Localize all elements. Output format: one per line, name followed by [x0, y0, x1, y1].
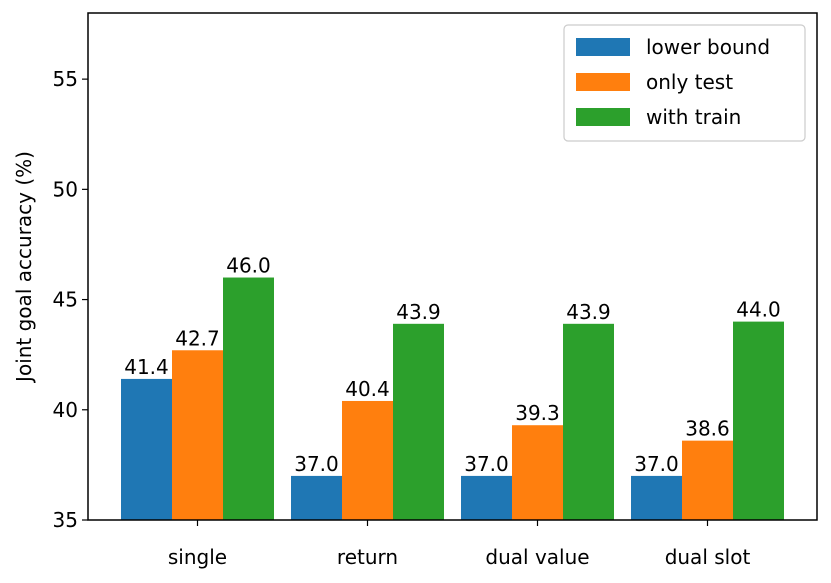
y-tick-label: 35: [53, 508, 78, 532]
x-tick-label: dual slot: [665, 545, 751, 569]
legend-swatch-with-train: [576, 108, 630, 126]
y-axis-label: Joint goal accuracy (%): [12, 151, 36, 384]
data-label-lower-bound-single: 41.4: [124, 355, 169, 379]
y-tick-label: 40: [53, 398, 78, 422]
x-axis: single return dual value dual slot: [168, 520, 751, 569]
bar-with-train-single: [223, 277, 274, 520]
legend-swatch-only-test: [576, 73, 630, 91]
data-label-lower-bound-dual-value: 37.0: [464, 452, 509, 476]
y-tick-label: 45: [53, 288, 78, 312]
legend-swatch-lower-bound: [576, 38, 630, 56]
data-label-only-test-dual-value: 39.3: [515, 401, 560, 425]
data-label-with-train-return: 43.9: [396, 300, 441, 324]
data-label-with-train-single: 46.0: [226, 254, 271, 278]
bar-only-test-dual-value: [512, 425, 563, 520]
bar-only-test-return: [342, 400, 393, 520]
data-label-with-train-dual-slot: 44.0: [736, 298, 781, 322]
data-label-only-test-dual-slot: 38.6: [685, 417, 730, 441]
legend: lower bound only test with train: [563, 24, 806, 142]
x-tick-label: dual value: [485, 545, 589, 569]
data-label-lower-bound-return: 37.0: [294, 452, 339, 476]
bar-with-train-dual-value: [563, 323, 614, 520]
bar-lower-bound-single: [121, 378, 172, 520]
y-tick-label: 50: [53, 177, 78, 201]
legend-label-lower-bound: lower bound: [646, 35, 770, 59]
legend-label-only-test: only test: [646, 70, 733, 94]
bar-with-train-dual-slot: [733, 321, 784, 520]
legend-label-with-train: with train: [646, 105, 741, 129]
bar-lower-bound-dual-slot: [631, 475, 682, 520]
y-axis: 35 40 45 50 55: [53, 67, 88, 532]
y-tick-label: 55: [53, 67, 78, 91]
plot-area-frame: [87, 12, 818, 521]
data-label-lower-bound-dual-slot: 37.0: [634, 452, 679, 476]
bar-lower-bound-dual-value: [461, 475, 512, 520]
bar-only-test-dual-slot: [682, 440, 733, 520]
bar-lower-bound-return: [291, 475, 342, 520]
x-tick-label: single: [168, 545, 227, 569]
bar-with-train-return: [393, 323, 444, 520]
data-label-only-test-single: 42.7: [175, 326, 220, 350]
data-label-only-test-return: 40.4: [345, 377, 390, 401]
x-tick-label: return: [337, 545, 398, 569]
data-label-with-train-dual-value: 43.9: [566, 300, 611, 324]
bars-layer: [121, 277, 784, 520]
bar-only-test-single: [172, 350, 223, 520]
data-labels-layer: 41.442.7 46.0 37.0 40.4 43.9 37.0 39.3 43.9 37.0…: [124, 254, 781, 476]
